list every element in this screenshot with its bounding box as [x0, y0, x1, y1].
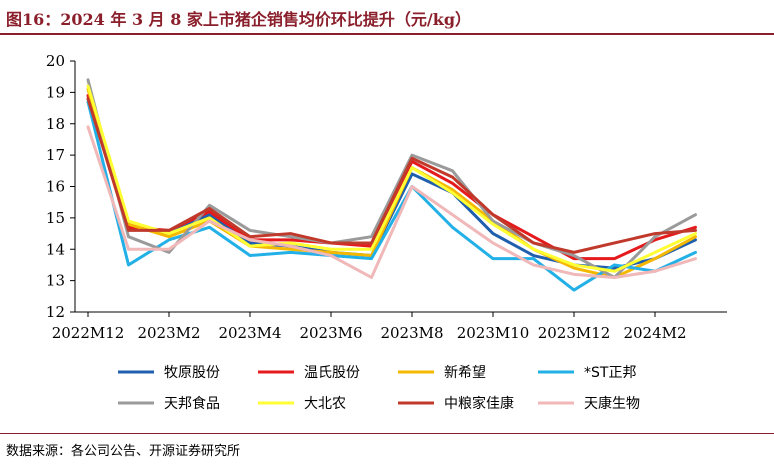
y-tick-label: 15 — [46, 209, 65, 227]
y-tick-label: 19 — [46, 83, 65, 101]
chart-axes: 12 13 14 15 16 17 18 19 20 2022M12 2023M2 2023M4 202… — [46, 52, 727, 342]
x-tick-label: 2023M12 — [538, 324, 611, 342]
y-tick-label: 13 — [46, 272, 65, 290]
series-line-8 — [86, 125, 697, 279]
legend-label: 大北农 — [304, 396, 346, 412]
legend-label: 新希望 — [444, 365, 486, 381]
series-lines — [86, 78, 697, 292]
data-source-note: 数据来源：各公司公告、开源证券研究所 — [6, 444, 241, 459]
chart-title: 图16：2024 年 3 月 8 家上市猪企销售均价环比提升（元/kg） — [6, 10, 472, 29]
x-tick-label: 2022M12 — [52, 324, 125, 342]
series-line-3 — [86, 87, 697, 279]
y-tick-label: 12 — [46, 303, 65, 321]
legend-label: 温氏股份 — [304, 365, 360, 381]
y-tick-label: 20 — [46, 52, 65, 70]
x-tick-label: 2023M2 — [137, 324, 200, 342]
y-tick-label: 14 — [46, 240, 65, 258]
x-tick-label: 2023M4 — [218, 324, 281, 342]
x-tick-label: 2024M2 — [623, 324, 686, 342]
line-chart: 12 13 14 15 16 17 18 19 20 2022M12 2023M2 2023M4 202… — [46, 52, 727, 412]
legend-label: *ST正邦 — [584, 365, 636, 381]
y-tick-label: 16 — [46, 178, 65, 196]
legend-label: 牧原股份 — [164, 365, 220, 381]
legend-label: 中粮家佳康 — [444, 395, 514, 412]
title-divider — [0, 33, 774, 35]
x-tick-label: 2023M8 — [380, 324, 443, 342]
x-tick-label: 2023M10 — [457, 324, 530, 342]
x-tick-label: 2023M6 — [299, 324, 362, 342]
footer-divider — [0, 433, 774, 434]
series-line-6 — [86, 84, 697, 273]
y-tick-label: 17 — [46, 146, 65, 164]
series-line-5 — [86, 78, 697, 279]
legend-label: 天康生物 — [584, 395, 640, 412]
series-line-7 — [86, 97, 697, 254]
y-tick-label: 18 — [46, 115, 65, 133]
legend-label: 天邦食品 — [164, 395, 220, 412]
title-bar: 图16：2024 年 3 月 8 家上市猪企销售均价环比提升（元/kg） — [0, 0, 774, 36]
